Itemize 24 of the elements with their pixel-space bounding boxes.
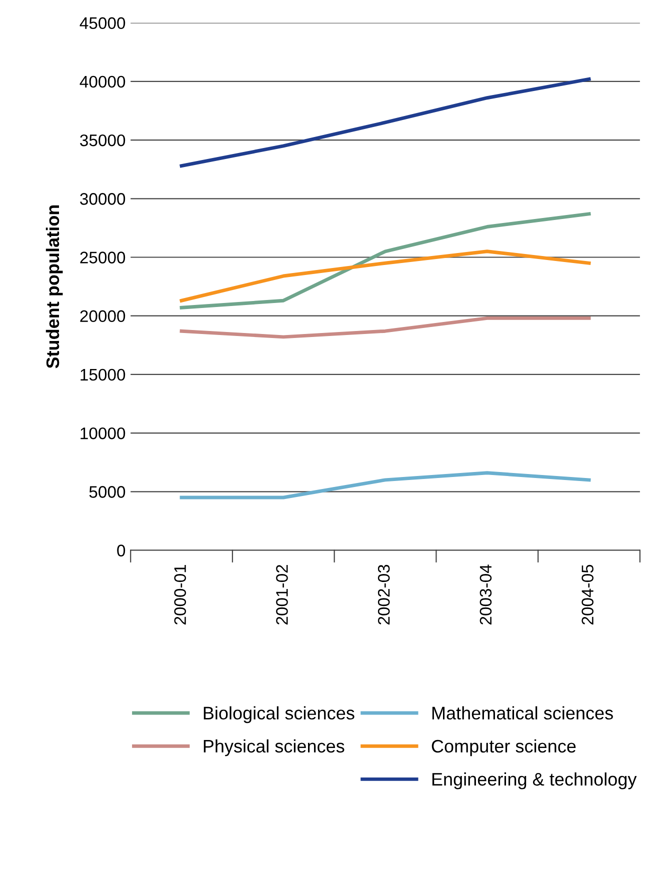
x-tick-label: 2004-05 — [582, 564, 594, 624]
y-tick-label: 40000 — [80, 76, 126, 88]
x-tick-label: 2001-02 — [276, 564, 288, 624]
y-tick-label: 30000 — [80, 193, 126, 205]
line-series — [180, 77, 591, 168]
y-tick-label: 15000 — [80, 368, 126, 381]
x-tick-label: 2003-04 — [480, 564, 492, 624]
line-series — [180, 212, 591, 310]
y-tick-label: 10000 — [80, 427, 126, 440]
y-axis-title: Student population — [46, 205, 63, 368]
y-tick-label: 0 — [117, 544, 126, 556]
legend-label: Computer science — [432, 739, 576, 756]
y-tick-label: 35000 — [80, 134, 126, 146]
line-series — [180, 250, 591, 302]
y-tick-label: 25000 — [80, 252, 126, 264]
legend-label: Mathematical sciences — [432, 706, 613, 720]
x-tick-label: 2002-03 — [378, 564, 390, 624]
legend-label: Biological sciences — [204, 706, 354, 724]
legend-label: Physical sciences — [204, 739, 344, 756]
y-tick-label: 45000 — [80, 17, 126, 30]
x-tick-label: 2000-01 — [174, 564, 186, 624]
y-tick-label: 5000 — [89, 486, 126, 498]
legend-label: Engineering & technology — [432, 772, 637, 790]
y-tick-label: 20000 — [80, 310, 126, 322]
